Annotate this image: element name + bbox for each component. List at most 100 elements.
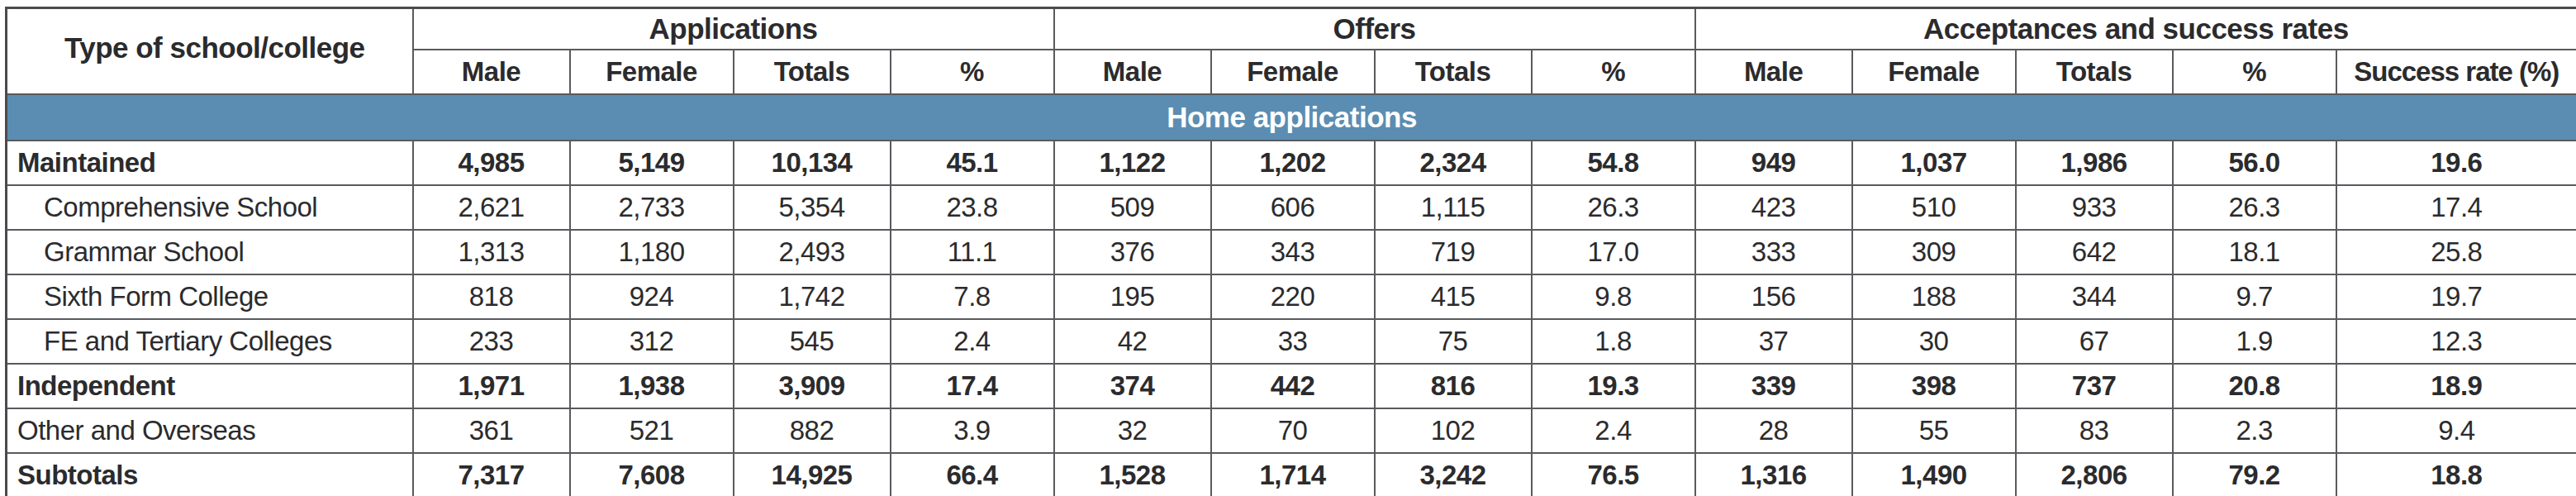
col-header-acceptances-male: Male xyxy=(1695,50,1852,94)
cell-acceptances-female: 30 xyxy=(1852,319,2016,364)
page: Type of school/college Applications Offe… xyxy=(0,0,2576,496)
cell-offers-male: 32 xyxy=(1054,408,1211,453)
cell-applications-female: 1,180 xyxy=(570,230,734,274)
cell-acceptances-success_rate: 9.4 xyxy=(2336,408,2576,453)
table-row: Other and Overseas3615218823.932701022.4… xyxy=(7,408,2576,453)
cell-acceptances-totals: 737 xyxy=(2016,364,2173,408)
cell-acceptances-male: 423 xyxy=(1695,185,1852,230)
cell-offers-totals: 75 xyxy=(1375,319,1532,364)
cell-offers-female: 70 xyxy=(1211,408,1375,453)
cell-offers-pct: 54.8 xyxy=(1532,141,1695,185)
cell-acceptances-female: 309 xyxy=(1852,230,2016,274)
cell-applications-totals: 3,909 xyxy=(734,364,891,408)
cell-acceptances-success_rate: 19.6 xyxy=(2336,141,2576,185)
col-header-acceptances-female: Female xyxy=(1852,50,2016,94)
cell-applications-totals: 2,493 xyxy=(734,230,891,274)
cell-applications-totals: 1,742 xyxy=(734,274,891,319)
cell-applications-totals: 14,925 xyxy=(734,453,891,496)
table-row: Comprehensive School2,6212,7335,35423.85… xyxy=(7,185,2576,230)
cell-offers-male: 509 xyxy=(1054,185,1211,230)
cell-applications-pct: 7.8 xyxy=(891,274,1054,319)
col-header-applications-pct: % xyxy=(891,50,1054,94)
table-row: FE and Tertiary Colleges2333125452.44233… xyxy=(7,319,2576,364)
group-header-applications: Applications xyxy=(413,8,1054,50)
col-header-applications-totals: Totals xyxy=(734,50,891,94)
cell-acceptances-totals: 642 xyxy=(2016,230,2173,274)
cell-offers-pct: 26.3 xyxy=(1532,185,1695,230)
cell-applications-pct: 23.8 xyxy=(891,185,1054,230)
cell-applications-female: 5,149 xyxy=(570,141,734,185)
cell-acceptances-totals: 2,806 xyxy=(2016,453,2173,496)
cell-offers-pct: 19.3 xyxy=(1532,364,1695,408)
cell-applications-totals: 5,354 xyxy=(734,185,891,230)
cell-acceptances-female: 398 xyxy=(1852,364,2016,408)
cell-offers-totals: 415 xyxy=(1375,274,1532,319)
cell-applications-totals: 882 xyxy=(734,408,891,453)
cell-applications-pct: 3.9 xyxy=(891,408,1054,453)
group-header-offers: Offers xyxy=(1054,8,1695,50)
row-label: FE and Tertiary Colleges xyxy=(7,319,413,364)
group-header-row: Type of school/college Applications Offe… xyxy=(7,8,2576,50)
cell-applications-male: 1,971 xyxy=(413,364,570,408)
cell-offers-pct: 2.4 xyxy=(1532,408,1695,453)
cell-acceptances-pct: 26.3 xyxy=(2173,185,2336,230)
row-label: Independent xyxy=(7,364,413,408)
cell-acceptances-female: 188 xyxy=(1852,274,2016,319)
cell-applications-pct: 45.1 xyxy=(891,141,1054,185)
cell-offers-male: 195 xyxy=(1054,274,1211,319)
cell-acceptances-totals: 933 xyxy=(2016,185,2173,230)
cell-acceptances-male: 339 xyxy=(1695,364,1852,408)
cell-offers-pct: 9.8 xyxy=(1532,274,1695,319)
cell-applications-female: 2,733 xyxy=(570,185,734,230)
cell-applications-pct: 66.4 xyxy=(891,453,1054,496)
cell-acceptances-totals: 1,986 xyxy=(2016,141,2173,185)
cell-acceptances-female: 1,490 xyxy=(1852,453,2016,496)
cell-offers-male: 42 xyxy=(1054,319,1211,364)
cell-acceptances-success_rate: 17.4 xyxy=(2336,185,2576,230)
cell-applications-male: 7,317 xyxy=(413,453,570,496)
cell-applications-female: 312 xyxy=(570,319,734,364)
cell-offers-female: 606 xyxy=(1211,185,1375,230)
cell-acceptances-male: 28 xyxy=(1695,408,1852,453)
cell-acceptances-female: 55 xyxy=(1852,408,2016,453)
cell-acceptances-pct: 79.2 xyxy=(2173,453,2336,496)
cell-acceptances-male: 949 xyxy=(1695,141,1852,185)
cell-offers-female: 33 xyxy=(1211,319,1375,364)
section-banner-row: Home applications xyxy=(7,94,2576,141)
row-label: Grammar School xyxy=(7,230,413,274)
cell-acceptances-totals: 344 xyxy=(2016,274,2173,319)
cell-applications-pct: 2.4 xyxy=(891,319,1054,364)
cell-acceptances-pct: 1.9 xyxy=(2173,319,2336,364)
cell-acceptances-female: 1,037 xyxy=(1852,141,2016,185)
col-header-acceptances-totals: Totals xyxy=(2016,50,2173,94)
cell-acceptances-male: 37 xyxy=(1695,319,1852,364)
cell-offers-male: 1,528 xyxy=(1054,453,1211,496)
cell-applications-male: 4,985 xyxy=(413,141,570,185)
cell-acceptances-female: 510 xyxy=(1852,185,2016,230)
cell-acceptances-pct: 2.3 xyxy=(2173,408,2336,453)
row-label: Comprehensive School xyxy=(7,185,413,230)
cell-acceptances-male: 156 xyxy=(1695,274,1852,319)
cell-applications-totals: 545 xyxy=(734,319,891,364)
cell-acceptances-pct: 18.1 xyxy=(2173,230,2336,274)
cell-offers-totals: 2,324 xyxy=(1375,141,1532,185)
col-header-offers-male: Male xyxy=(1054,50,1211,94)
cell-offers-female: 1,714 xyxy=(1211,453,1375,496)
col-header-offers-totals: Totals xyxy=(1375,50,1532,94)
cell-offers-totals: 1,115 xyxy=(1375,185,1532,230)
col-header-acceptances-pct: % xyxy=(2173,50,2336,94)
cell-offers-totals: 719 xyxy=(1375,230,1532,274)
cell-applications-pct: 17.4 xyxy=(891,364,1054,408)
cell-applications-male: 233 xyxy=(413,319,570,364)
cell-applications-male: 2,621 xyxy=(413,185,570,230)
cell-acceptances-success_rate: 18.8 xyxy=(2336,453,2576,496)
group-header-acceptances: Acceptances and success rates xyxy=(1695,8,2576,50)
cell-acceptances-totals: 83 xyxy=(2016,408,2173,453)
col-header-acceptances-success_rate: Success rate (%) xyxy=(2336,50,2576,94)
row-header-type-of-school: Type of school/college xyxy=(7,8,413,95)
cell-applications-male: 361 xyxy=(413,408,570,453)
row-label: Subtotals xyxy=(7,453,413,496)
table-row: Maintained4,9855,14910,13445.11,1221,202… xyxy=(7,141,2576,185)
cell-offers-pct: 1.8 xyxy=(1532,319,1695,364)
cell-acceptances-success_rate: 18.9 xyxy=(2336,364,2576,408)
